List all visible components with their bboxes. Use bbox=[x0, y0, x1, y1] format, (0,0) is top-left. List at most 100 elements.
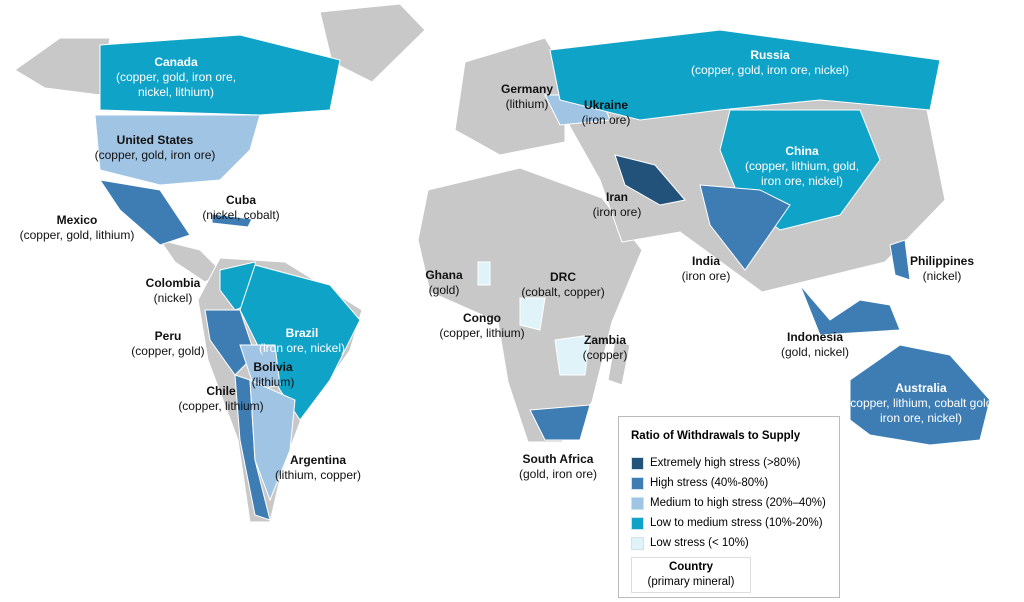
land-mass bbox=[319, 3, 426, 83]
country-minerals: (copper, gold) bbox=[131, 344, 205, 358]
country-label: United States (copper, gold, iron ore) bbox=[85, 133, 225, 163]
legend-item: Medium to high stress (20%–40%) bbox=[631, 496, 826, 510]
country-minerals: (gold, nickel) bbox=[780, 345, 850, 359]
legend-label: Medium to high stress (20%–40%) bbox=[650, 497, 826, 509]
country-label: Ghana (gold) bbox=[414, 268, 474, 298]
country-name: Philippines bbox=[909, 254, 974, 268]
country-minerals: (iron ore) bbox=[581, 113, 631, 127]
country-minerals: (copper, gold, iron ore, nickel) bbox=[690, 63, 850, 77]
land-mass bbox=[607, 339, 631, 386]
country-shape bbox=[94, 114, 261, 186]
country-label: Congo (copper, lithium) bbox=[417, 311, 547, 341]
legend-item: Low to medium stress (10%-20%) bbox=[631, 516, 823, 530]
country-label: Chile (copper, lithium) bbox=[161, 384, 281, 414]
country-label: South Africa (gold, iron ore) bbox=[503, 452, 613, 482]
country-minerals: (copper, gold, iron ore, nickel, lithium… bbox=[115, 70, 237, 99]
country-minerals: (copper, lithium, cobalt gold, iron ore,… bbox=[846, 396, 996, 425]
country-name: DRC bbox=[550, 270, 576, 284]
country-label: Colombia (nickel) bbox=[128, 276, 218, 306]
country-minerals: (gold) bbox=[428, 283, 460, 297]
country-label: Argentina (lithium, copper) bbox=[258, 453, 378, 483]
legend-label: High stress (40%-80%) bbox=[650, 477, 769, 489]
country-shape bbox=[99, 34, 341, 116]
legend-swatch bbox=[631, 516, 644, 530]
legend-title: Ratio of Withdrawals to Supply bbox=[631, 430, 801, 442]
legend-label: Low to medium stress (10%-20%) bbox=[650, 517, 823, 529]
country-shape bbox=[889, 239, 911, 281]
country-label: Brazil (iron ore, nickel) bbox=[242, 326, 362, 356]
country-label: Australia (copper, lithium, cobalt gold, … bbox=[846, 381, 996, 426]
legend-swatch bbox=[631, 536, 644, 550]
country-name: Canada bbox=[154, 55, 198, 69]
country-shape bbox=[614, 154, 686, 206]
legend-item: High stress (40%-80%) bbox=[631, 476, 768, 490]
country-minerals: (cobalt, copper) bbox=[521, 285, 605, 299]
countries bbox=[94, 29, 991, 521]
country-name: Russia bbox=[750, 48, 790, 62]
country-shape bbox=[98, 179, 191, 246]
legend-item: Low stress (< 10%) bbox=[631, 536, 749, 550]
country-shape bbox=[554, 334, 591, 376]
country-label: China (copper, lithium, gold, iron ore, n… bbox=[737, 144, 867, 189]
country-label: Philippines (nickel) bbox=[897, 254, 987, 284]
legend-item: Extremely high stress (>80%) bbox=[631, 456, 801, 470]
legend-label: Low stress (< 10%) bbox=[650, 537, 749, 549]
country-name: Argentina bbox=[289, 453, 346, 467]
country-shape bbox=[239, 344, 281, 391]
country-minerals: (lithium, copper) bbox=[274, 468, 362, 482]
country-name: Chile bbox=[206, 384, 236, 398]
country-name: China bbox=[785, 144, 819, 158]
country-label: Iran (iron ore) bbox=[577, 190, 657, 220]
key-name: Country bbox=[668, 561, 714, 573]
country-shape bbox=[249, 379, 296, 502]
country-shape bbox=[799, 284, 901, 336]
country-minerals: (copper, lithium) bbox=[439, 326, 525, 340]
country-minerals: (nickel, cobalt) bbox=[202, 208, 280, 222]
country-label: Canada (copper, gold, iron ore, nickel, l… bbox=[106, 55, 246, 100]
country-name: Colombia bbox=[145, 276, 201, 290]
land-mass bbox=[14, 37, 111, 96]
country-label: Indonesia (gold, nickel) bbox=[765, 330, 865, 360]
country-shape bbox=[211, 213, 253, 228]
country-minerals: (copper) bbox=[582, 348, 628, 362]
country-label: Bolivia (lithium) bbox=[233, 360, 313, 390]
country-shape bbox=[699, 184, 791, 271]
land-mass bbox=[454, 37, 566, 156]
country-label: Germany (lithium) bbox=[487, 82, 567, 112]
country-name: Germany bbox=[500, 82, 554, 96]
legend-swatch bbox=[631, 476, 644, 490]
legend-key: Country (primary mineral) bbox=[631, 557, 751, 593]
legend-swatch bbox=[631, 496, 644, 510]
country-minerals: (nickel) bbox=[922, 269, 962, 283]
country-name: Peru bbox=[154, 329, 182, 343]
country-minerals: (copper, gold, lithium) bbox=[19, 228, 135, 242]
country-label: Mexico (copper, gold, lithium) bbox=[0, 213, 162, 243]
country-minerals: (nickel) bbox=[153, 291, 193, 305]
country-shape bbox=[519, 297, 546, 331]
country-name: United States bbox=[116, 133, 194, 147]
country-shape bbox=[239, 264, 361, 421]
country-name: Ukraine bbox=[583, 98, 629, 112]
country-name: Ghana bbox=[425, 268, 463, 282]
country-shape bbox=[849, 344, 991, 446]
legend-label: Extremely high stress (>80%) bbox=[650, 457, 801, 469]
country-label: India (iron ore) bbox=[666, 254, 746, 284]
country-minerals: (copper, gold, iron ore) bbox=[94, 148, 216, 162]
country-minerals: (copper, lithium) bbox=[178, 399, 264, 413]
country-name: Australia bbox=[895, 381, 947, 395]
country-minerals: (lithium) bbox=[505, 97, 549, 111]
country-name: Iran bbox=[605, 190, 628, 204]
country-label: Ukraine (iron ore) bbox=[566, 98, 646, 128]
country-name: South Africa bbox=[522, 452, 594, 466]
country-shape bbox=[529, 404, 591, 441]
country-minerals: (iron ore, nickel) bbox=[258, 341, 346, 355]
country-minerals: (lithium) bbox=[251, 375, 295, 389]
country-name: Indonesia bbox=[786, 330, 843, 344]
country-shape bbox=[204, 309, 256, 376]
country-label: Russia (copper, gold, iron ore, nickel) bbox=[670, 48, 870, 78]
country-name: Zambia bbox=[583, 333, 626, 347]
country-shape bbox=[549, 29, 941, 121]
country-name: Brazil bbox=[285, 326, 319, 340]
country-label: DRC (cobalt, copper) bbox=[503, 270, 623, 300]
